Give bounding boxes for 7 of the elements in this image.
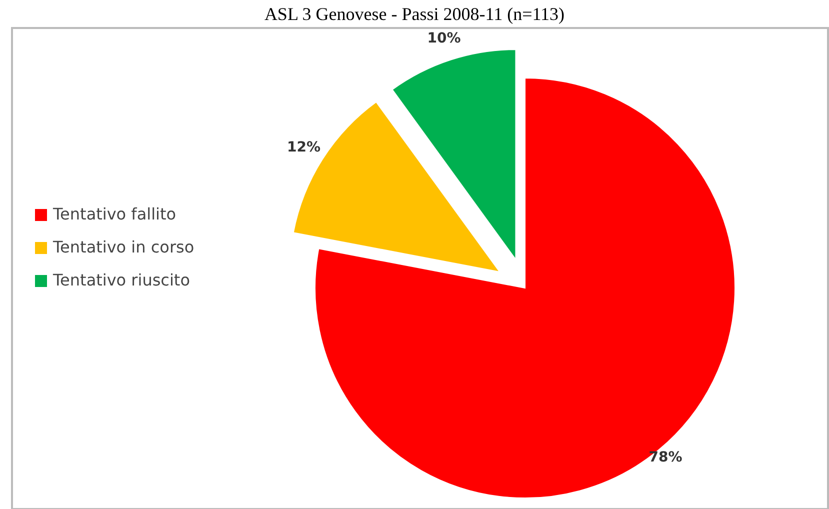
legend-label: Tentativo fallito xyxy=(52,204,176,224)
data-label: 78% xyxy=(648,450,682,466)
data-label: 10% xyxy=(427,30,461,47)
legend-label: Tentativo in corso xyxy=(52,237,194,256)
legend-label: Tentativo riuscito xyxy=(52,270,190,290)
chart-title: ASL 3 Genovese - Passi 2008-11 (n=113) xyxy=(264,4,565,24)
data-label: 12% xyxy=(287,139,321,156)
